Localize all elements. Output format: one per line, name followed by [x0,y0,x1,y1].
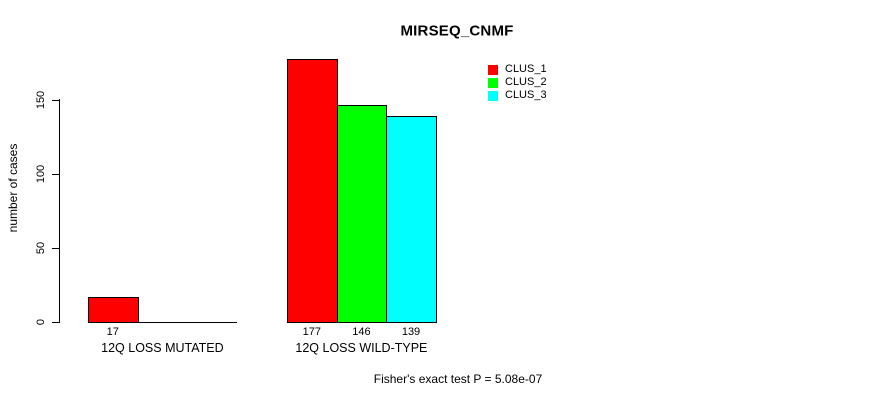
category-label: 12Q LOSS MUTATED [101,341,224,355]
legend-item: CLUS_1 [488,63,547,76]
y-axis-tick [52,247,60,249]
legend-swatch [488,90,498,101]
bar [287,59,338,323]
legend-item: CLUS_2 [488,76,547,89]
annotation-text: Fisher's exact test P = 5.08e-07 [373,372,543,386]
legend: CLUS_1 CLUS_2 CLUS_3 [488,63,547,102]
y-tick-label: 50 [35,241,47,254]
bar [336,105,388,323]
chart-title: MIRSEQ_CNMF [400,22,514,40]
bar-value-label: 17 [106,326,119,338]
bar [386,115,437,323]
bar-value-label: 139 [401,326,421,338]
legend-swatch [488,77,498,88]
y-axis-tick [52,99,60,101]
category-label: 12Q LOSS WILD-TYPE [295,341,428,355]
legend-label: CLUS_2 [505,76,547,88]
y-axis-tick [52,322,60,323]
bar [88,296,139,323]
group-baseline [88,322,237,323]
bar-value-label: 146 [352,326,371,338]
y-axis-tick [52,173,60,175]
y-axis-label: number of cases [6,143,20,233]
legend-swatch [488,64,498,75]
y-tick-label: 0 [35,318,47,326]
legend-label: CLUS_1 [505,63,547,75]
y-tick-label: 100 [35,164,47,183]
legend-item: CLUS_3 [488,89,547,102]
legend-label: CLUS_3 [505,89,547,101]
y-axis-line [59,99,60,323]
y-tick-label: 150 [35,90,47,109]
bar-value-label: 177 [302,326,321,338]
